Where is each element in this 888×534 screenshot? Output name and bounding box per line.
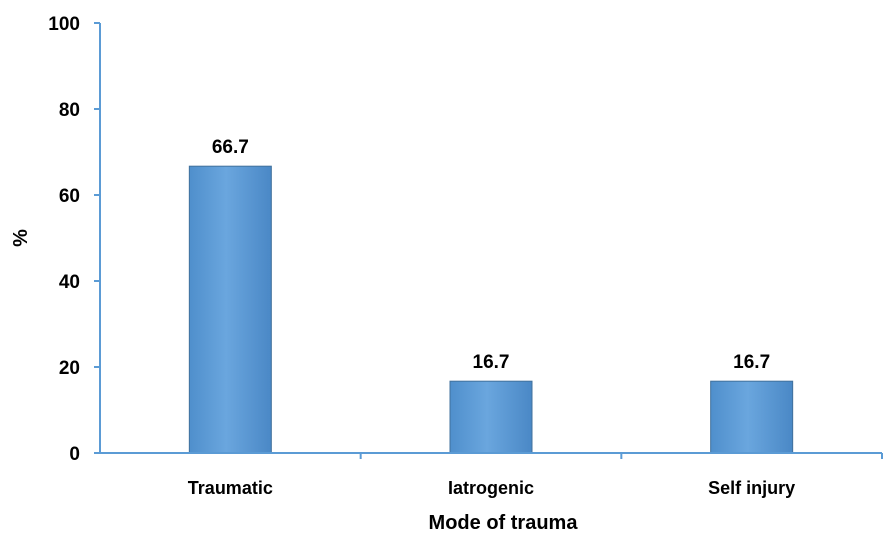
x-tick-label: Traumatic — [188, 478, 273, 498]
y-tick-label: 80 — [59, 100, 80, 121]
x-axis-title: Mode of trauma — [429, 512, 579, 534]
y-tick-label: 100 — [48, 14, 80, 35]
bar-self-injury — [710, 380, 794, 454]
data-label: 66.7 — [212, 137, 249, 158]
labels-layer: 0 20 40 60 80 100 66.7 Traumatic 16.7 Iatrogenic 1… — [48, 14, 795, 498]
data-label: 16.7 — [733, 352, 770, 373]
y-tick-label: 60 — [59, 186, 80, 207]
y-axis-title: % — [10, 229, 32, 247]
data-label: 16.7 — [473, 352, 510, 373]
x-tick-label: Iatrogenic — [448, 478, 534, 498]
y-tick-label: 20 — [59, 358, 80, 379]
y-tick-label: 40 — [59, 272, 80, 293]
x-tick-label: Self injury — [708, 478, 795, 498]
bar-traumatic — [188, 165, 272, 454]
y-tick-label: 0 — [69, 444, 80, 465]
bars-layer — [188, 165, 794, 454]
axes-layer — [94, 22, 883, 459]
bar-iatrogenic — [449, 380, 533, 454]
